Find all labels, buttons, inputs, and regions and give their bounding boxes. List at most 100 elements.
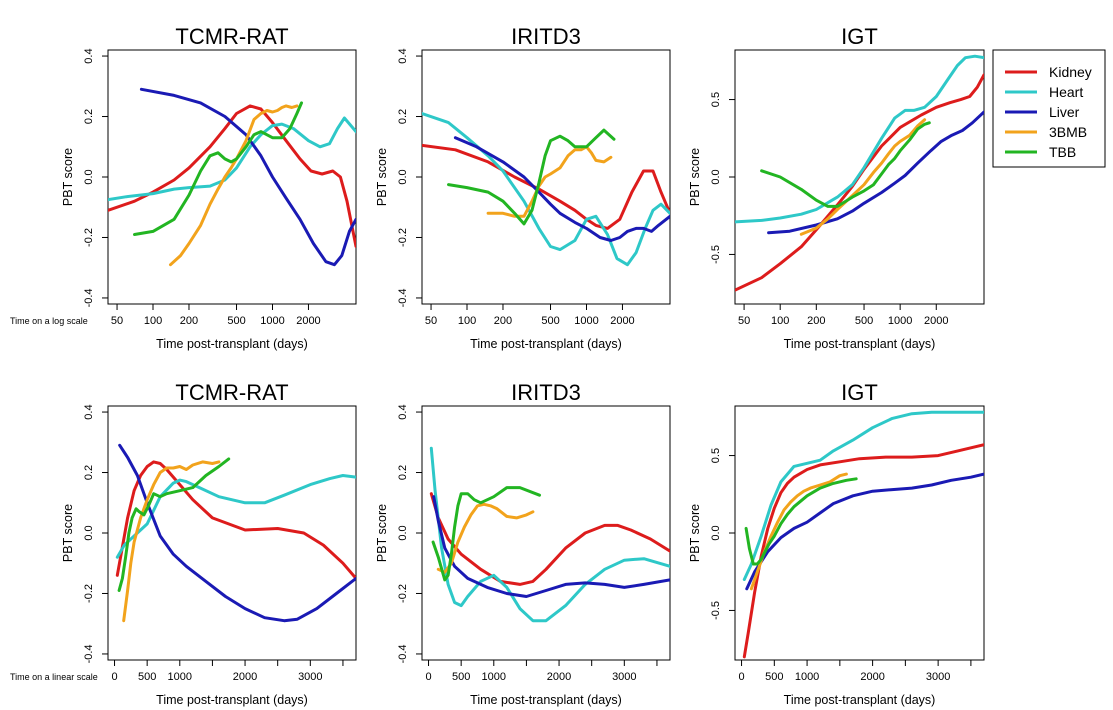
x-tick-label: 2000 bbox=[233, 671, 257, 683]
series-line-3bmb bbox=[436, 502, 535, 574]
x-tick-label: 500 bbox=[855, 315, 873, 327]
x-tick-label: 3000 bbox=[612, 671, 636, 683]
y-axis-label: PBT score bbox=[688, 504, 702, 562]
series-layer bbox=[422, 112, 670, 267]
legend-label-tbb: TBB bbox=[1049, 144, 1076, 160]
y-axis: -0.5 0.0 0.5 PBT score bbox=[688, 448, 735, 620]
y-tick-label: -0.5 bbox=[710, 601, 722, 620]
y-tick-label: -0.4 bbox=[397, 288, 409, 307]
series-line-3bmb bbox=[799, 118, 927, 236]
y-axis: -0.4 -0.2 0.0 0.2 0.4 PBT score bbox=[61, 48, 108, 307]
series-line-liver bbox=[767, 110, 984, 235]
y-axis: -0.4 -0.2 0.0 0.2 0.4 PBT score bbox=[375, 404, 422, 663]
y-axis-label: PBT score bbox=[375, 504, 389, 562]
series-line-liver bbox=[432, 495, 670, 598]
legend-label-liver: Liver bbox=[1049, 104, 1080, 120]
series-layer bbox=[115, 443, 356, 623]
y-tick-label: -0.5 bbox=[710, 245, 722, 264]
series-line-tbb bbox=[431, 486, 541, 582]
legend-label-heart: Heart bbox=[1049, 84, 1083, 100]
linear-scale-note: Time on a linear scale bbox=[10, 672, 98, 682]
x-axis: 0 500 1000 2000 3000 Time post-transplant (da… bbox=[425, 660, 658, 707]
y-tick-label: -0.2 bbox=[83, 228, 95, 247]
plot-frame bbox=[107, 405, 357, 661]
x-tick-label: 200 bbox=[807, 315, 825, 327]
series-line-kidney bbox=[115, 460, 356, 580]
series-line-heart bbox=[735, 54, 984, 224]
y-tick-label: -0.2 bbox=[83, 584, 95, 603]
x-tick-label: 1000 bbox=[574, 315, 598, 327]
series-line-tbb bbox=[133, 101, 303, 236]
y-tick-label: -0.4 bbox=[397, 644, 409, 663]
y-tick-label: 0.2 bbox=[397, 109, 409, 124]
x-tick-label: 2000 bbox=[860, 671, 884, 683]
series-layer bbox=[742, 410, 984, 659]
series-line-heart bbox=[422, 112, 670, 267]
series-line-liver bbox=[118, 443, 356, 623]
x-tick-label: 3000 bbox=[926, 671, 950, 683]
y-tick-label: 0.0 bbox=[83, 525, 95, 540]
y-tick-label: -0.2 bbox=[397, 228, 409, 247]
x-tick-label: 0 bbox=[425, 671, 431, 683]
x-tick-label: 3000 bbox=[298, 671, 322, 683]
x-axis-label: Time post-transplant (days) bbox=[156, 693, 308, 707]
chart-title: TCMR-RAT bbox=[175, 24, 288, 49]
y-tick-label: -0.4 bbox=[83, 288, 95, 307]
series-line-liver bbox=[453, 136, 670, 242]
legend-label-3bmb: 3BMB bbox=[1049, 124, 1087, 140]
y-axis-label: PBT score bbox=[61, 504, 75, 562]
legend-label-kidney: Kidney bbox=[1049, 64, 1092, 80]
panel-1-tcmr-rat-log: TCMR-RAT 50 100 200 500 1000 2000 Time post-tra… bbox=[61, 24, 357, 351]
x-axis-label: Time post-transplant (days) bbox=[470, 693, 622, 707]
y-axis: -0.5 0.0 0.5 PBT score bbox=[688, 92, 735, 264]
x-axis: 50 100 200 500 1000 2000 Time post-transplant … bbox=[111, 304, 321, 351]
x-tick-label: 1000 bbox=[795, 671, 819, 683]
x-axis-label: Time post-transplant (days) bbox=[784, 693, 936, 707]
x-tick-label: 50 bbox=[111, 315, 123, 327]
x-tick-label: 1000 bbox=[482, 671, 506, 683]
series-layer bbox=[735, 54, 984, 292]
x-tick-label: 2000 bbox=[296, 315, 320, 327]
series-line-tbb bbox=[760, 121, 931, 208]
x-tick-label: 500 bbox=[765, 671, 783, 683]
y-tick-label: 0.2 bbox=[397, 465, 409, 480]
x-axis-label: Time post-transplant (days) bbox=[156, 337, 308, 351]
series-line-3bmb bbox=[169, 104, 299, 267]
x-tick-label: 500 bbox=[452, 671, 470, 683]
x-tick-label: 1000 bbox=[260, 315, 284, 327]
plot-frame bbox=[107, 49, 357, 305]
series-line-tbb bbox=[447, 128, 616, 226]
x-tick-label: 500 bbox=[541, 315, 559, 327]
y-tick-label: 0.5 bbox=[710, 448, 722, 463]
y-tick-label: 0.4 bbox=[397, 48, 409, 63]
panel-2-iritd3-log: IRITD3 50 100 200 500 1000 2000 Time post-trans… bbox=[375, 24, 671, 351]
series-line-3bmb bbox=[486, 145, 613, 218]
legend: Kidney Heart Liver 3BMB TBB bbox=[992, 49, 1106, 168]
y-tick-label: 0.0 bbox=[710, 525, 722, 540]
panel-6-igt-linear: IGT 0 500 1000 2000 3000 Time post-transplant … bbox=[688, 380, 985, 707]
y-tick-label: 0.0 bbox=[397, 525, 409, 540]
log-scale-note: Time on a log scale bbox=[10, 316, 88, 326]
panel-5-iritd3-linear: IRITD3 0 500 1000 2000 3000 Time post-transpla… bbox=[375, 380, 671, 707]
x-tick-label: 200 bbox=[494, 315, 512, 327]
x-tick-label: 0 bbox=[111, 671, 117, 683]
x-axis: 0 500 1000 2000 3000 Time post-transplant (da… bbox=[738, 660, 972, 707]
series-line-heart bbox=[115, 474, 356, 559]
y-tick-label: 0.4 bbox=[397, 404, 409, 419]
y-axis-label: PBT score bbox=[61, 148, 75, 206]
chart-title: IGT bbox=[841, 380, 878, 405]
series-line-heart bbox=[108, 116, 356, 202]
series-line-kidney bbox=[735, 73, 984, 292]
series-line-kidney bbox=[742, 443, 984, 659]
panel-3-igt-log: IGT 50 100 200 500 1000 2000 Time post-transpla… bbox=[688, 24, 985, 351]
series-line-liver bbox=[139, 87, 356, 267]
y-tick-label: 0.2 bbox=[83, 109, 95, 124]
series-line-liver bbox=[745, 472, 984, 591]
series-line-heart bbox=[742, 410, 984, 581]
x-axis: 50 100 200 500 1000 2000 Time post-transplant … bbox=[425, 304, 635, 351]
series-line-tbb bbox=[117, 457, 231, 592]
y-tick-label: 0.0 bbox=[83, 169, 95, 184]
x-tick-label: 100 bbox=[458, 315, 476, 327]
